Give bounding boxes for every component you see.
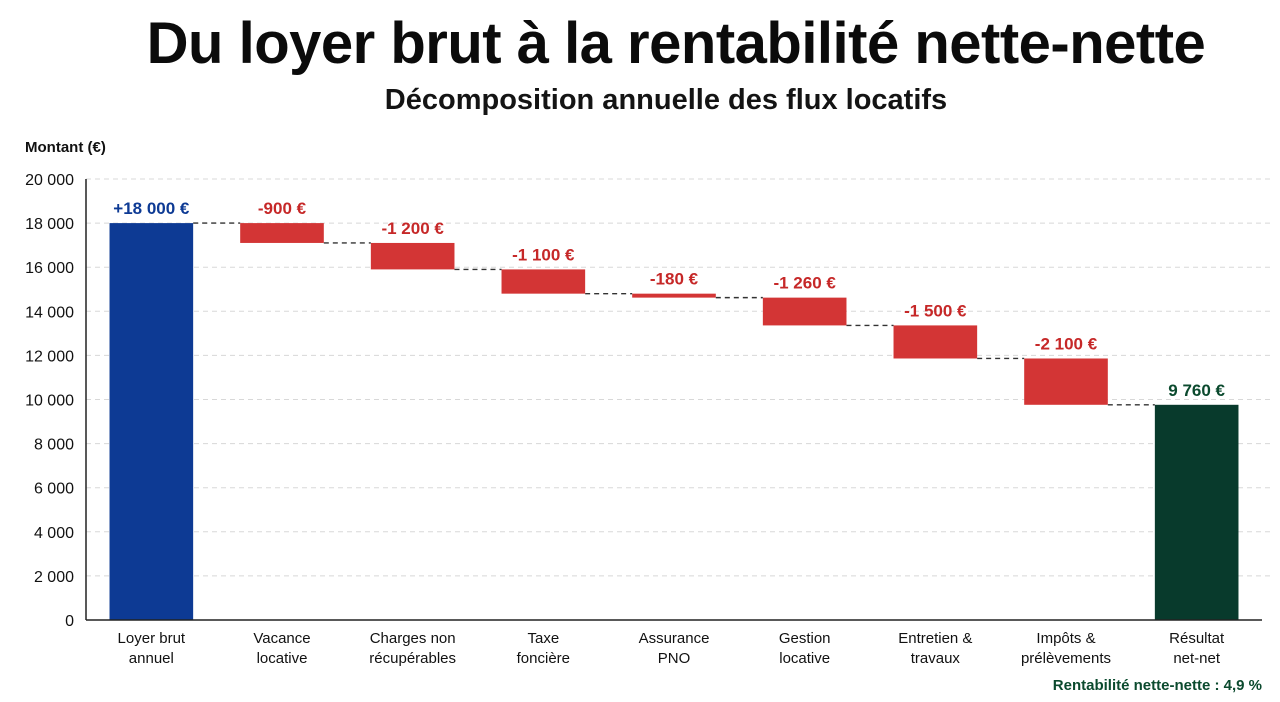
y-tick-label: 20 000 [25, 172, 74, 189]
category-label: Impôts & [1036, 630, 1095, 647]
grid-lines [86, 178, 1274, 577]
category-label: travaux [911, 650, 961, 667]
bar-1 [240, 223, 324, 243]
bars [109, 223, 1239, 620]
data-label: +18 000 € [113, 199, 190, 218]
category-label: foncière [517, 650, 570, 667]
data-label: -1 100 € [512, 245, 575, 264]
category-label: Vacance [253, 630, 310, 647]
y-axis-ticks: 0 2 000 4 000 6 000 8 000 10 000 12 000 14 000 1… [25, 172, 74, 630]
category-label: Résultat [1169, 630, 1225, 647]
bar-0 [109, 223, 194, 620]
category-label: locative [257, 650, 308, 667]
bar-6 [893, 325, 978, 359]
y-tick-label: 10 000 [25, 393, 74, 410]
y-tick-label: 16 000 [25, 260, 74, 277]
y-tick-label: 0 [65, 613, 74, 630]
y-tick-label: 14 000 [25, 304, 74, 321]
category-label: récupérables [369, 650, 456, 667]
data-label: -1 500 € [904, 301, 967, 320]
bar-2 [370, 242, 455, 270]
data-label: -180 € [650, 270, 699, 289]
bar-8 [1154, 404, 1239, 620]
category-label: prélèvements [1021, 650, 1111, 667]
category-label: Loyer brut [118, 630, 186, 647]
footnote: Rentabilité nette-nette : 4,9 % [1053, 677, 1262, 694]
y-tick-label: 4 000 [34, 525, 74, 542]
y-tick-label: 6 000 [34, 481, 74, 498]
chart-title: Du loyer brut à la rentabilité nette-net… [146, 11, 1206, 76]
category-label: Taxe [527, 630, 559, 647]
category-label: Gestion [779, 630, 831, 647]
category-label: Assurance [639, 630, 710, 647]
data-label: -900 € [258, 199, 307, 218]
y-tick-label: 12 000 [25, 348, 74, 365]
bar-5 [762, 297, 847, 326]
data-labels: +18 000 € -900 € -1 200 € -1 100 € -180 € -1 … [113, 199, 1225, 400]
chart-subtitle: Décomposition annuelle des flux locatifs [384, 84, 948, 116]
y-tick-label: 18 000 [25, 216, 74, 233]
category-labels: Loyer brut annuel Vacance locative Charges n… [118, 630, 1225, 667]
category-label: Charges non [370, 630, 456, 647]
data-label: 9 760 € [1168, 381, 1225, 400]
category-label: PNO [658, 650, 691, 667]
category-label: Entretien & [898, 630, 972, 647]
bar-3 [501, 269, 586, 294]
y-axis-label: Montant (€) [25, 139, 106, 156]
data-label: -1 260 € [773, 274, 836, 293]
data-label: -2 100 € [1035, 334, 1098, 353]
data-label: -1 200 € [381, 219, 444, 238]
y-tick-label: 2 000 [34, 569, 74, 586]
category-label: annuel [129, 650, 174, 667]
y-tick-label: 8 000 [34, 437, 74, 454]
bar-7 [1024, 358, 1108, 405]
bar-4 [632, 293, 716, 298]
connector-lines [193, 222, 1155, 406]
category-label: net-net [1173, 650, 1221, 667]
category-label: locative [779, 650, 830, 667]
